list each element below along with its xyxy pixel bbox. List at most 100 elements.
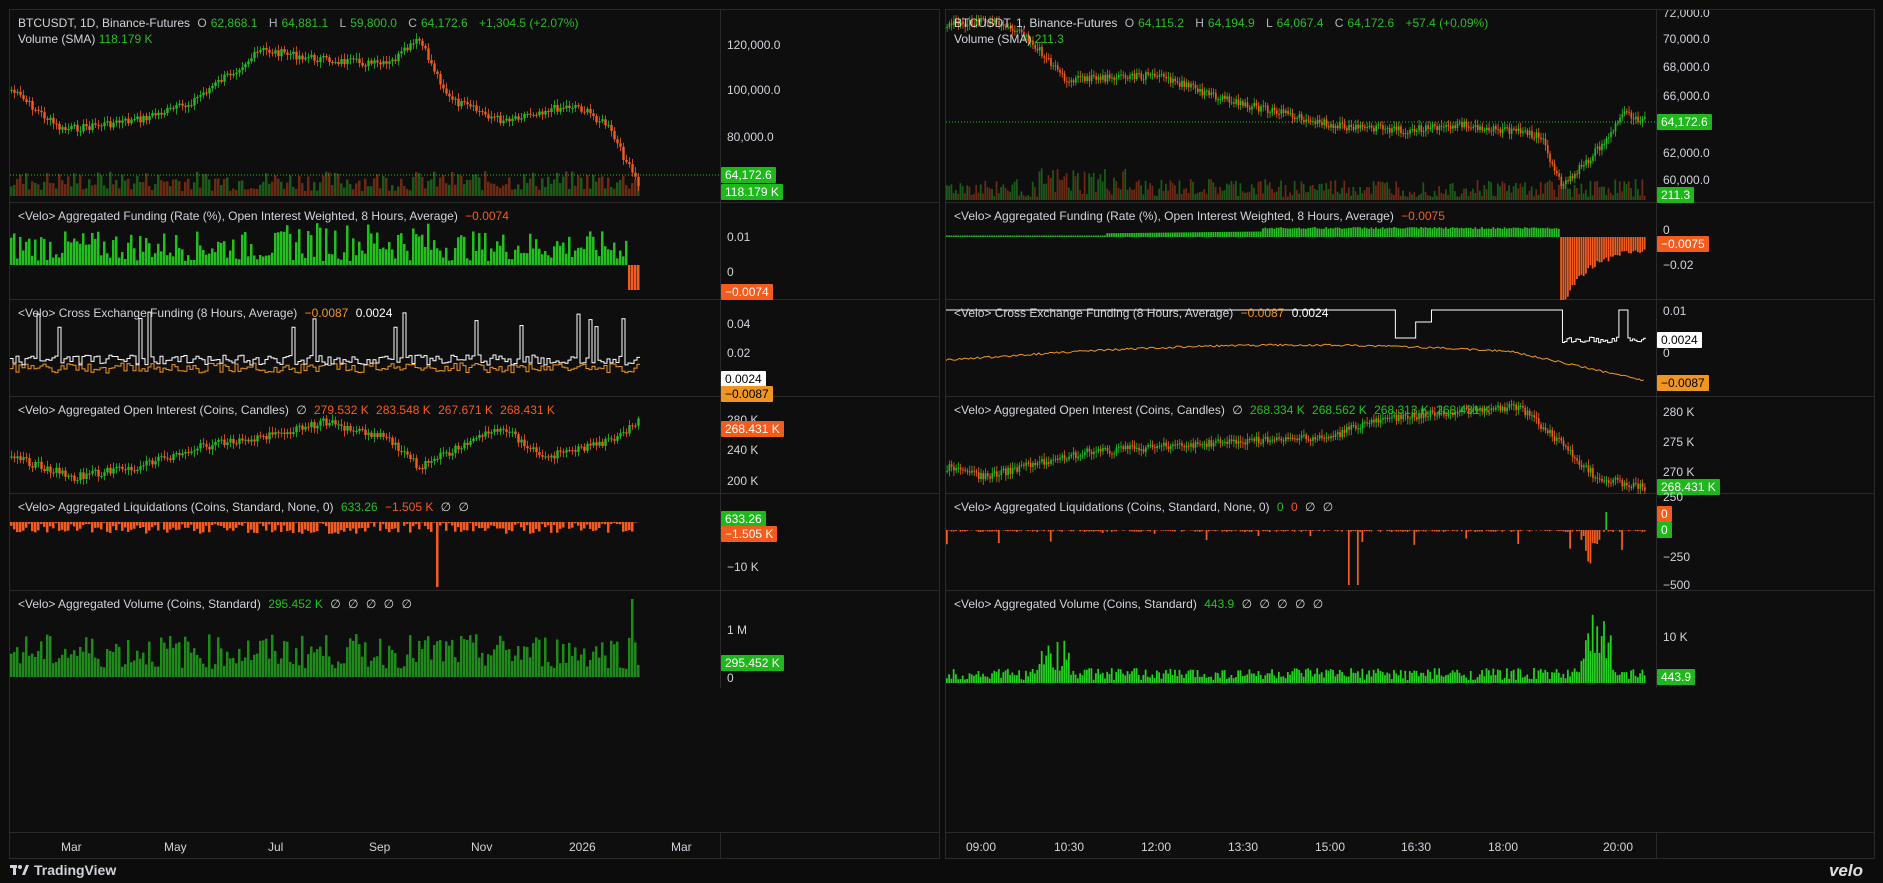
cross-funding-plot[interactable]	[10, 300, 720, 397]
funding-axis[interactable]: 0.01 0 −0.0074	[720, 203, 939, 300]
agg-volume-legend[interactable]: <Velo> Aggregated Volume (Coins, Standar…	[18, 597, 416, 611]
liquidations-pane[interactable]: <Velo> Aggregated Liquidations (Coins, S…	[946, 490, 1874, 592]
price-candle	[211, 85, 214, 89]
funding-legend[interactable]: <Velo> Aggregated Funding (Rate (%), Ope…	[18, 209, 513, 223]
open-interest-axis[interactable]: 280 K 275 K 270 K 268.431 K	[1656, 397, 1874, 495]
liquidations-pane[interactable]: <Velo> Aggregated Liquidations (Coins, S…	[10, 494, 939, 591]
open-interest-legend[interactable]: <Velo> Aggregated Open Interest (Coins, …	[18, 403, 559, 417]
volume-bar	[151, 189, 154, 196]
volume-legend[interactable]: Volume (SMA) 118.179 K	[18, 32, 153, 46]
liquidation-bar	[1634, 530, 1637, 531]
cross-funding-pane[interactable]: <Velo> Cross Exchange Funding (8 Hours, …	[946, 300, 1874, 397]
agg-volume-bar	[580, 654, 583, 677]
open-interest-axis[interactable]: 280 K 240 K 268.431 K 200 K	[720, 397, 939, 493]
open-interest-candle	[1020, 464, 1023, 466]
price-candle	[1445, 125, 1447, 127]
liquidation-bar	[979, 530, 982, 532]
price-axis[interactable]: 120,000.0 100,000.0 80,000.0 64,172.6 11…	[720, 10, 939, 202]
cross-funding-plot[interactable]	[946, 300, 1656, 397]
liquidations-legend[interactable]: <Velo> Aggregated Liquidations (Coins, S…	[954, 500, 1337, 514]
volume-bar	[1291, 195, 1294, 200]
liquidation-bar	[178, 522, 181, 530]
agg-volume-plot[interactable]	[10, 591, 720, 688]
price-axis[interactable]: 72,000.0 70,000.0 68,000.0 66,000.0 64,1…	[1656, 10, 1874, 203]
volume-bar	[433, 171, 436, 196]
agg-volume-bar	[166, 648, 169, 677]
tradingview-logo[interactable]: TradingView	[10, 862, 116, 878]
price-candle	[1614, 123, 1617, 132]
agg-volume-bar	[1399, 670, 1402, 683]
agg-volume-legend[interactable]: <Velo> Aggregated Volume (Coins, Standar…	[954, 597, 1327, 611]
liquidations-axis[interactable]: 633.26 −1.505 K −10 K	[720, 494, 939, 590]
agg-volume-bar	[1133, 668, 1136, 683]
cross-funding-legend[interactable]: <Velo> Cross Exchange Funding (8 Hours, …	[954, 306, 1332, 320]
funding-bar	[1576, 237, 1578, 280]
liquidation-bar	[61, 522, 64, 530]
time-axis[interactable]: Mar May Jul Sep Nov 2026 Mar	[10, 832, 939, 858]
agg-volume-bar	[583, 648, 586, 677]
left-chart-window[interactable]: BTCUSDT, 1D, Binance-Futures O 62,868.1 H…	[9, 9, 940, 859]
volume-bar	[499, 188, 502, 196]
main-legend[interactable]: BTCUSDT, 1D, Binance-Futures O 62,868.1 H…	[18, 16, 582, 30]
open-interest-pane[interactable]: <Velo> Aggregated Open Interest (Coins, …	[10, 397, 939, 494]
symbol-label[interactable]: BTCUSDT, 1D, Binance-Futures	[18, 16, 191, 30]
open-interest-plot[interactable]	[946, 397, 1656, 494]
liquidation-bar	[169, 522, 172, 530]
volume-bar	[598, 177, 601, 196]
volume-bar	[1332, 194, 1334, 200]
funding-pane[interactable]: <Velo> Aggregated Funding (Rate (%), Ope…	[946, 203, 1874, 300]
funding-pane[interactable]: <Velo> Aggregated Funding (Rate (%), Ope…	[10, 203, 939, 300]
cross-funding-legend[interactable]: <Velo> Cross Exchange Funding (8 Hours, …	[18, 306, 396, 320]
funding-bar	[1420, 227, 1422, 237]
agg-volume-axis[interactable]: 1 M 295.452 K 0	[720, 591, 939, 688]
cross-funding-axis[interactable]: 0.01 0.0024 0 −0.0087	[1656, 300, 1874, 396]
funding-legend[interactable]: <Velo> Aggregated Funding (Rate (%), Ope…	[954, 209, 1449, 223]
agg-volume-pane[interactable]: <Velo> Aggregated Volume (Coins, Standar…	[946, 591, 1874, 688]
funding-axis[interactable]: 0 −0.0075 −0.02	[1656, 203, 1874, 299]
open-interest-plot[interactable]	[10, 397, 720, 494]
volume-bar	[1076, 172, 1079, 200]
open-interest-candle	[1377, 418, 1380, 423]
liquidation-bar	[993, 530, 996, 532]
price-candle	[259, 50, 262, 53]
liquidations-legend[interactable]: <Velo> Aggregated Liquidations (Coins, S…	[18, 500, 473, 514]
cross-funding-pane[interactable]: <Velo> Cross Exchange Funding (8 Hours, …	[10, 300, 939, 402]
volume-legend[interactable]: Volume (SMA) 211.3	[954, 32, 1064, 46]
volume-bar	[349, 184, 352, 196]
volume-bar	[130, 189, 133, 196]
price-candle	[1192, 83, 1195, 85]
agg-volume-axis[interactable]: 10 K 443.9	[1656, 591, 1874, 688]
symbol-label[interactable]: BTCUSDT, 1, Binance-Futures	[954, 16, 1118, 30]
price-candle	[989, 20, 991, 24]
funding-bar	[154, 253, 157, 265]
price-candles-plot[interactable]	[946, 10, 1656, 203]
volume-bar	[361, 190, 364, 196]
open-interest-candle	[973, 470, 976, 472]
liquidation-bar	[361, 522, 364, 529]
liquidation-bar	[1485, 530, 1488, 531]
liquidations-plot[interactable]	[10, 494, 720, 591]
indicator-value: 283.548 K	[376, 403, 431, 417]
agg-volume-bar	[1090, 668, 1093, 683]
open-interest-pane[interactable]: <Velo> Aggregated Open Interest (Coins, …	[946, 397, 1874, 495]
price-candles-plot[interactable]	[10, 10, 720, 203]
open-interest-legend[interactable]: <Velo> Aggregated Open Interest (Coins, …	[954, 403, 1495, 417]
agg-volume-bar	[298, 665, 301, 677]
time-axis[interactable]: 09:00 10:30 12:00 13:30 15:00 16:30 18:0…	[946, 832, 1874, 858]
agg-volume-plot[interactable]	[946, 591, 1656, 688]
agg-volume-pane[interactable]: <Velo> Aggregated Volume (Coins, Standar…	[10, 591, 939, 688]
cross-funding-axis[interactable]: 0.04 0.02 0.0024 −0.0087	[720, 300, 939, 402]
funding-plot[interactable]	[946, 203, 1656, 300]
liquidations-axis[interactable]: 250 0 0 −250 −500	[1656, 490, 1874, 592]
volume-bar	[961, 186, 964, 200]
volume-bar	[172, 179, 175, 196]
agg-volume-bar	[97, 658, 100, 677]
liquidations-plot[interactable]	[946, 494, 1656, 591]
liquidation-bar	[1481, 530, 1483, 532]
funding-bar	[607, 249, 610, 265]
funding-plot[interactable]	[10, 203, 720, 300]
main-price-pane[interactable]: BTCUSDT, 1D, Binance-Futures O 62,868.1 H…	[10, 10, 939, 203]
